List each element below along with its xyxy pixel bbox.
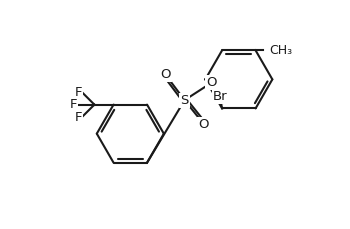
Text: Br: Br [213, 90, 228, 103]
Text: CH₃: CH₃ [269, 44, 292, 57]
Text: F: F [75, 86, 82, 99]
Text: O: O [160, 68, 171, 81]
Text: F: F [75, 111, 82, 123]
Text: F: F [69, 98, 77, 111]
Text: O: O [198, 117, 209, 131]
Text: S: S [180, 94, 189, 107]
Text: O: O [206, 76, 217, 89]
